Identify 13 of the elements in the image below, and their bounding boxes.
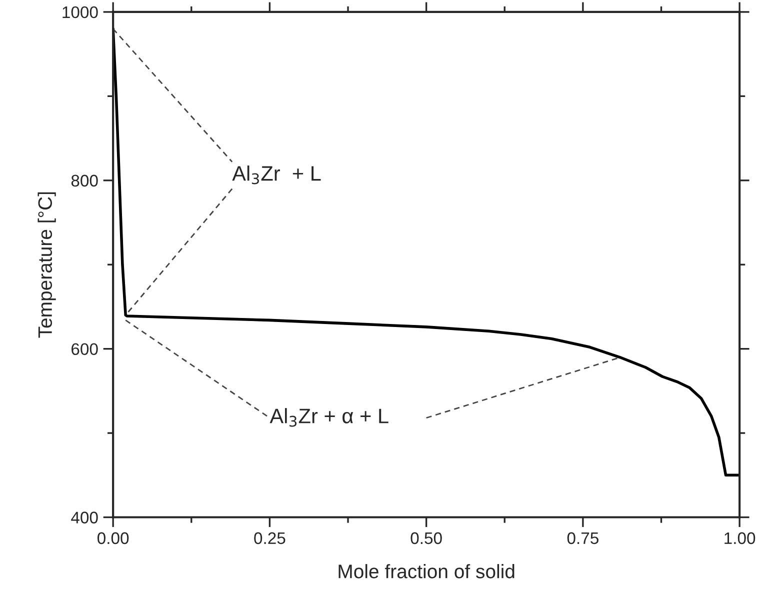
annotation: Al$_{3}$Zr + L	[232, 166, 321, 184]
y-axis-title: Temperature [°C]	[38, 192, 56, 338]
x-tick-label: 0.00	[98, 532, 129, 544]
x-tick-label: 0.25	[254, 532, 286, 544]
x-axis-title: Mole fraction of solid	[338, 564, 514, 578]
annotation: Al$_{3}$Zr + α + L	[270, 408, 388, 427]
x-tick-label: 0.75	[567, 532, 598, 544]
y-tick-label: 400	[71, 512, 98, 524]
y-tick-label: 600	[72, 343, 98, 356]
y-tick-label: 1000	[62, 6, 98, 18]
x-tick-label: 1.00	[724, 532, 756, 544]
y-tick-label: 800	[71, 174, 98, 187]
x-tick-label: 0.50	[410, 532, 442, 544]
